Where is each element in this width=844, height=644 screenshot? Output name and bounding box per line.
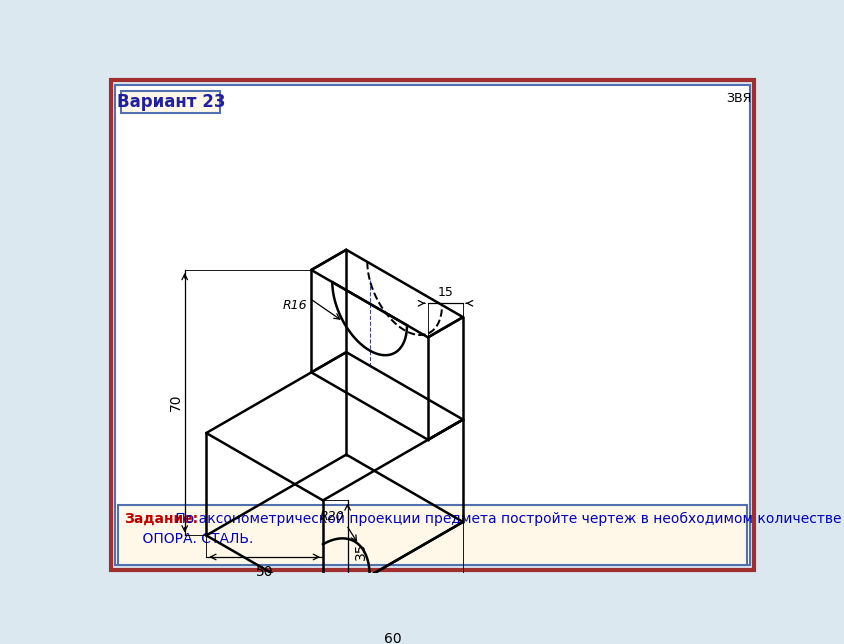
Text: Задание:: Задание:	[125, 512, 198, 526]
Text: 15: 15	[437, 287, 453, 299]
FancyBboxPatch shape	[122, 91, 220, 113]
Text: Вариант 23: Вариант 23	[116, 93, 225, 111]
FancyBboxPatch shape	[116, 85, 749, 565]
Text: 50: 50	[256, 565, 273, 579]
Text: 70: 70	[170, 394, 183, 412]
Text: R16: R16	[283, 299, 307, 312]
Text: 60: 60	[384, 632, 402, 644]
FancyBboxPatch shape	[118, 506, 747, 565]
FancyBboxPatch shape	[111, 80, 755, 570]
Text: По аксонометрической проекции предмета постройте чертеж в необходимом количестве: По аксонометрической проекции предмета п…	[170, 512, 844, 526]
Text: R20: R20	[320, 509, 344, 523]
Text: 35: 35	[354, 543, 368, 560]
Text: ЗВЯ: ЗВЯ	[727, 92, 752, 106]
Text: ОПОРА. СТАЛЬ.: ОПОРА. СТАЛЬ.	[125, 533, 253, 546]
